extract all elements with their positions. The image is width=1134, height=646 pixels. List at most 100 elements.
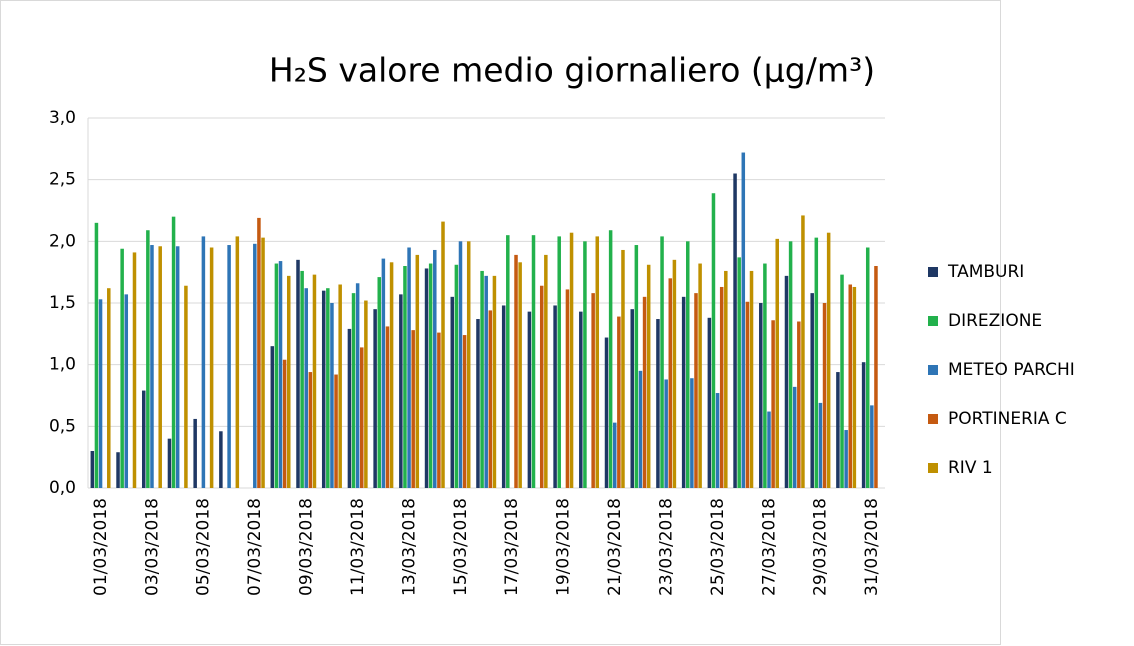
bar — [338, 284, 342, 488]
bar — [286, 275, 291, 488]
bar — [527, 311, 532, 488]
bar — [355, 283, 360, 488]
bar — [634, 245, 639, 488]
bar — [488, 310, 493, 488]
bar — [642, 296, 647, 488]
bar — [617, 316, 621, 488]
bar — [630, 309, 634, 488]
bar — [167, 438, 172, 488]
bar — [749, 270, 754, 488]
bar — [810, 293, 814, 488]
y-tick-label: 0,5 — [49, 416, 76, 436]
bar — [304, 288, 308, 488]
bar — [711, 193, 716, 488]
x-tick-label: 15/03/2018 — [451, 498, 471, 596]
legend-swatch — [928, 365, 938, 375]
bar — [227, 245, 231, 488]
bar — [612, 422, 617, 488]
bar — [646, 264, 651, 488]
bar — [441, 221, 445, 488]
bar — [257, 217, 261, 488]
x-tick-label: 19/03/2018 — [554, 498, 574, 596]
bar — [668, 278, 673, 488]
y-tick-label: 0,0 — [49, 478, 76, 498]
bar — [595, 236, 600, 488]
x-tick-label: 13/03/2018 — [399, 498, 419, 596]
bar — [583, 241, 587, 488]
x-tick-label: 07/03/2018 — [245, 498, 265, 596]
bar — [707, 317, 712, 488]
bar — [466, 241, 471, 488]
bar — [424, 268, 429, 488]
bar — [733, 173, 737, 488]
y-tick-label: 3,0 — [49, 108, 76, 128]
bar — [193, 418, 197, 488]
bar — [686, 241, 690, 488]
bar — [690, 378, 694, 488]
bar — [462, 335, 467, 488]
bar — [150, 245, 154, 488]
bar — [124, 294, 129, 488]
bar — [98, 299, 103, 488]
bar — [565, 289, 570, 488]
bar — [848, 284, 853, 488]
bar — [381, 258, 386, 488]
bar — [209, 247, 214, 488]
bar — [814, 237, 819, 488]
bar — [90, 451, 95, 488]
bar — [784, 275, 789, 488]
bar — [531, 235, 536, 488]
bar — [407, 247, 411, 488]
bar — [767, 411, 771, 488]
x-tick-label: 01/03/2018 — [91, 498, 111, 596]
bar — [270, 346, 275, 488]
x-tick-label: 31/03/2018 — [862, 498, 882, 596]
bar — [506, 235, 510, 488]
bar — [656, 319, 660, 488]
y-tick-label: 1,5 — [49, 293, 76, 313]
bar — [351, 293, 356, 488]
bar — [604, 337, 609, 488]
bar — [865, 247, 870, 488]
bar — [870, 405, 874, 488]
legend-swatch — [928, 414, 938, 424]
bar — [715, 393, 720, 488]
legend-label: RIV 1 — [948, 458, 993, 478]
bar — [724, 270, 728, 488]
x-tick-label: 09/03/2018 — [297, 498, 317, 596]
legend-swatch — [928, 316, 938, 326]
bar — [874, 266, 878, 488]
bar — [792, 386, 797, 488]
bar — [364, 300, 368, 488]
bar — [569, 232, 574, 488]
chart-title: H₂S valore medio giornaliero (µg/m³) — [269, 51, 875, 90]
legend-swatch — [928, 267, 938, 277]
bar — [484, 275, 488, 488]
bar — [94, 222, 99, 489]
bar — [852, 286, 857, 488]
bar — [330, 303, 334, 488]
bar — [741, 152, 746, 489]
bar — [745, 301, 750, 488]
bar — [557, 236, 561, 488]
bar — [171, 216, 176, 488]
bar — [737, 257, 741, 488]
bar — [132, 252, 137, 488]
bar — [300, 270, 304, 488]
bar — [480, 270, 484, 488]
x-tick-label: 27/03/2018 — [759, 498, 779, 596]
bar — [274, 263, 279, 488]
bar — [694, 293, 698, 488]
bar — [458, 241, 463, 488]
bar — [450, 296, 455, 488]
bar — [347, 328, 352, 488]
bar — [411, 330, 415, 488]
bar — [763, 263, 767, 488]
y-tick-label: 2,5 — [49, 170, 76, 190]
bar — [296, 259, 300, 488]
bar — [433, 249, 437, 488]
bar — [501, 305, 506, 488]
bar — [608, 230, 613, 488]
x-tick-label: 23/03/2018 — [656, 498, 676, 596]
